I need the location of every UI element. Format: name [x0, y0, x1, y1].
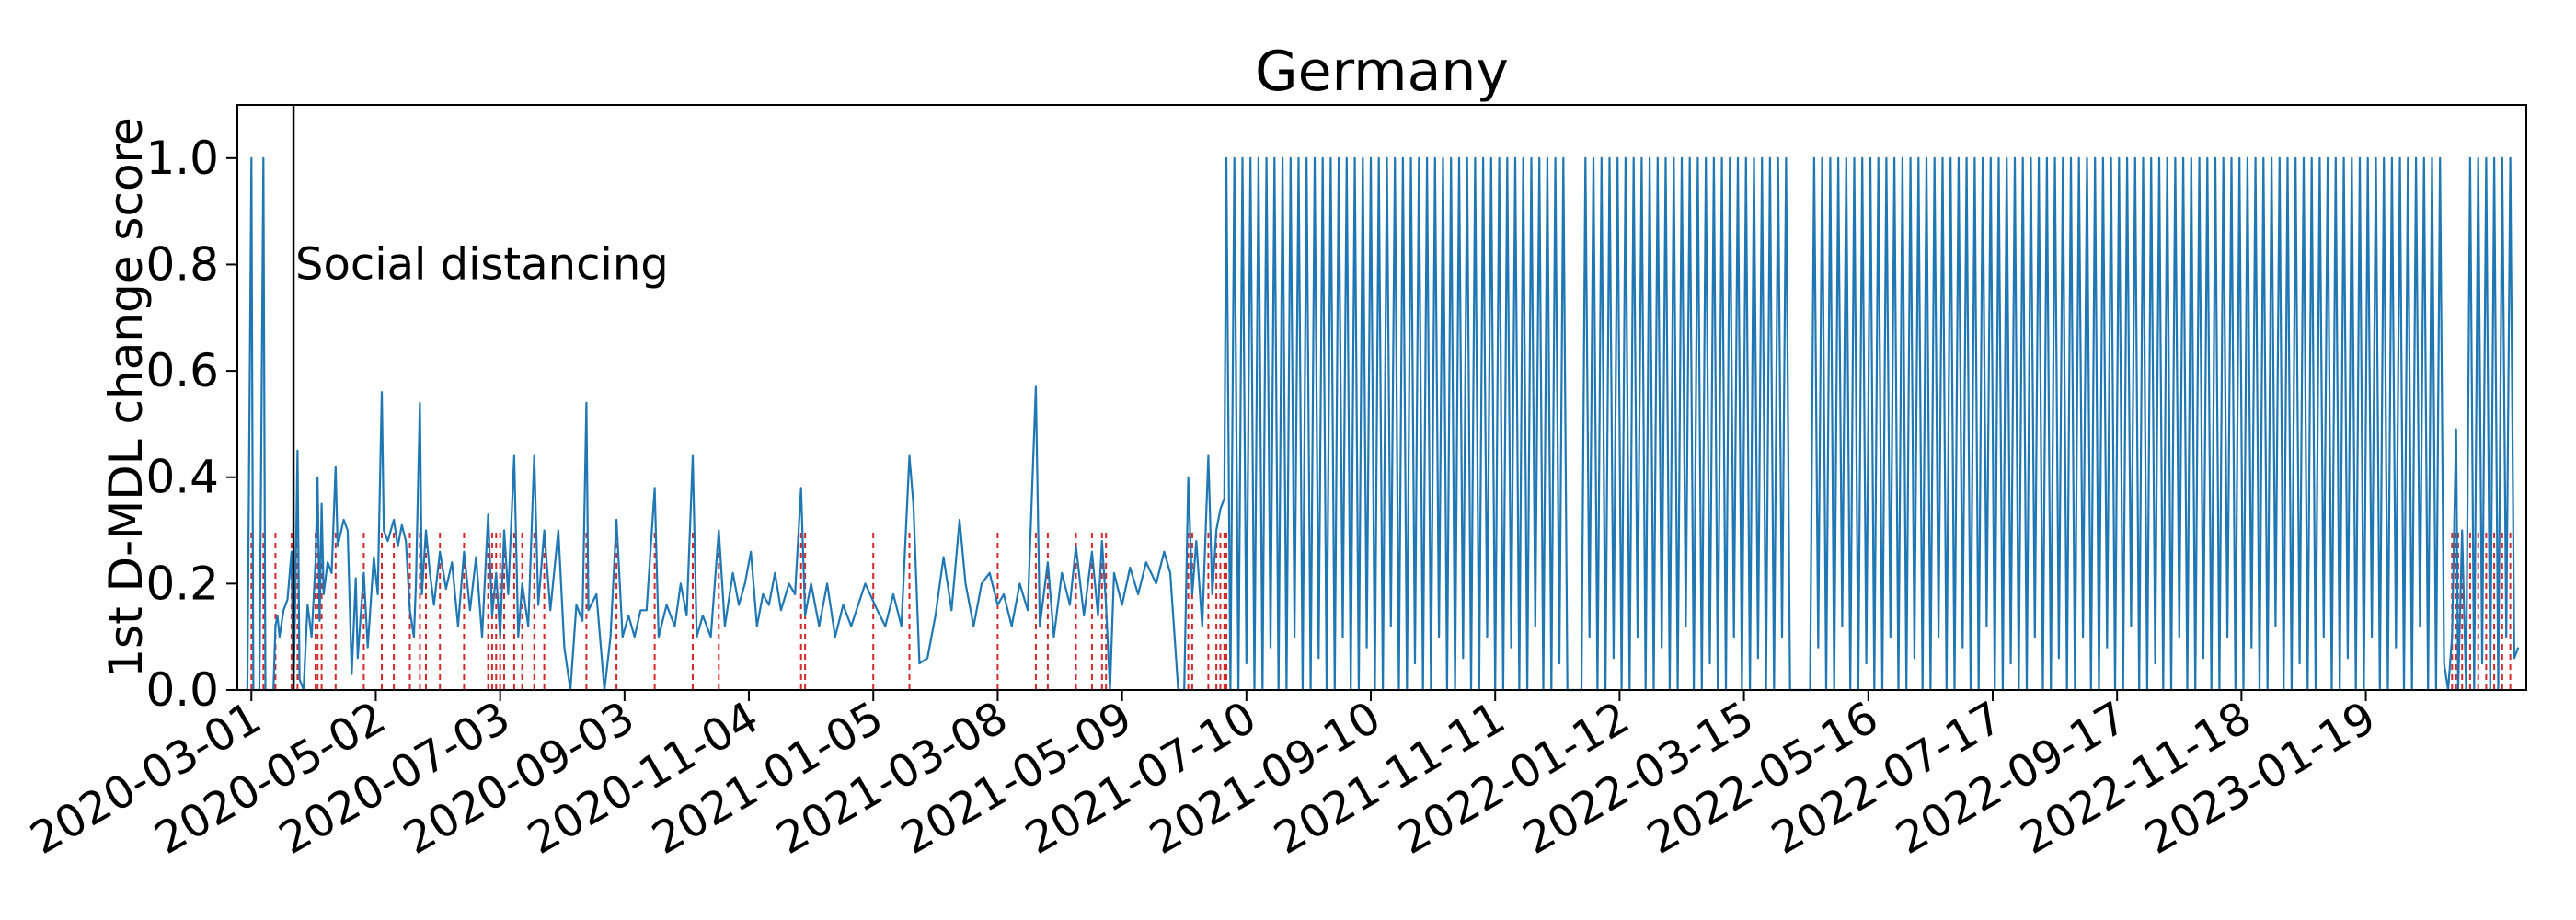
chart-title: Germany	[1255, 40, 1509, 104]
y-tick-label: 0.4	[145, 451, 219, 504]
y-tick-label: 1.0	[145, 132, 219, 185]
event-label: Social distancing	[295, 238, 669, 290]
event-marker: Social distancing	[292, 105, 669, 690]
plot-frame	[236, 104, 2527, 691]
y-axis-label: 1st D-MDL change score	[99, 117, 153, 678]
y-axis: 0.0 0.2 0.4 0.6 0.8 1.0	[145, 132, 237, 717]
series-line	[246, 156, 2520, 692]
series-polyline	[246, 156, 2520, 692]
y-tick-label: 0.6	[145, 344, 219, 397]
y-tick-label: 0.2	[145, 557, 219, 610]
y-tick-label: 0.8	[145, 237, 219, 291]
x-axis: 2020-03-012020-05-022020-07-032020-09-03…	[22, 690, 2385, 865]
y-tick-label: 0.0	[145, 663, 219, 717]
